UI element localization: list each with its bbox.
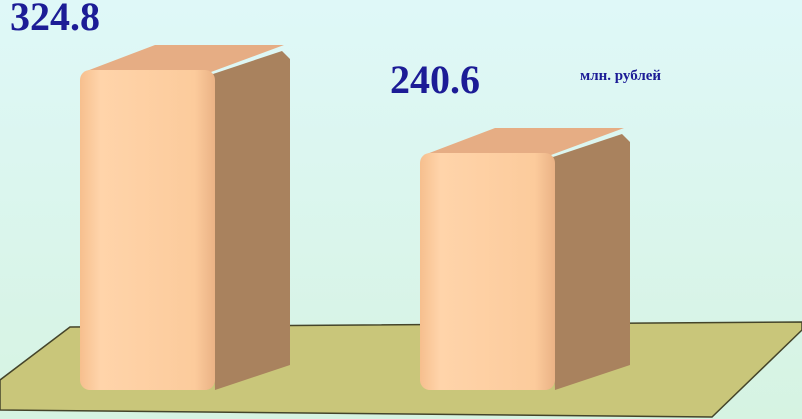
data-label: 240.6 (390, 57, 480, 102)
bar-top (424, 127, 624, 155)
bar-top (84, 44, 284, 72)
bar (80, 69, 215, 390)
bar-side (207, 50, 290, 390)
unit-label: млн. рублей (580, 68, 661, 84)
data-label: 324.8 (10, 0, 100, 39)
bar-side (547, 133, 630, 390)
bar (420, 152, 555, 390)
